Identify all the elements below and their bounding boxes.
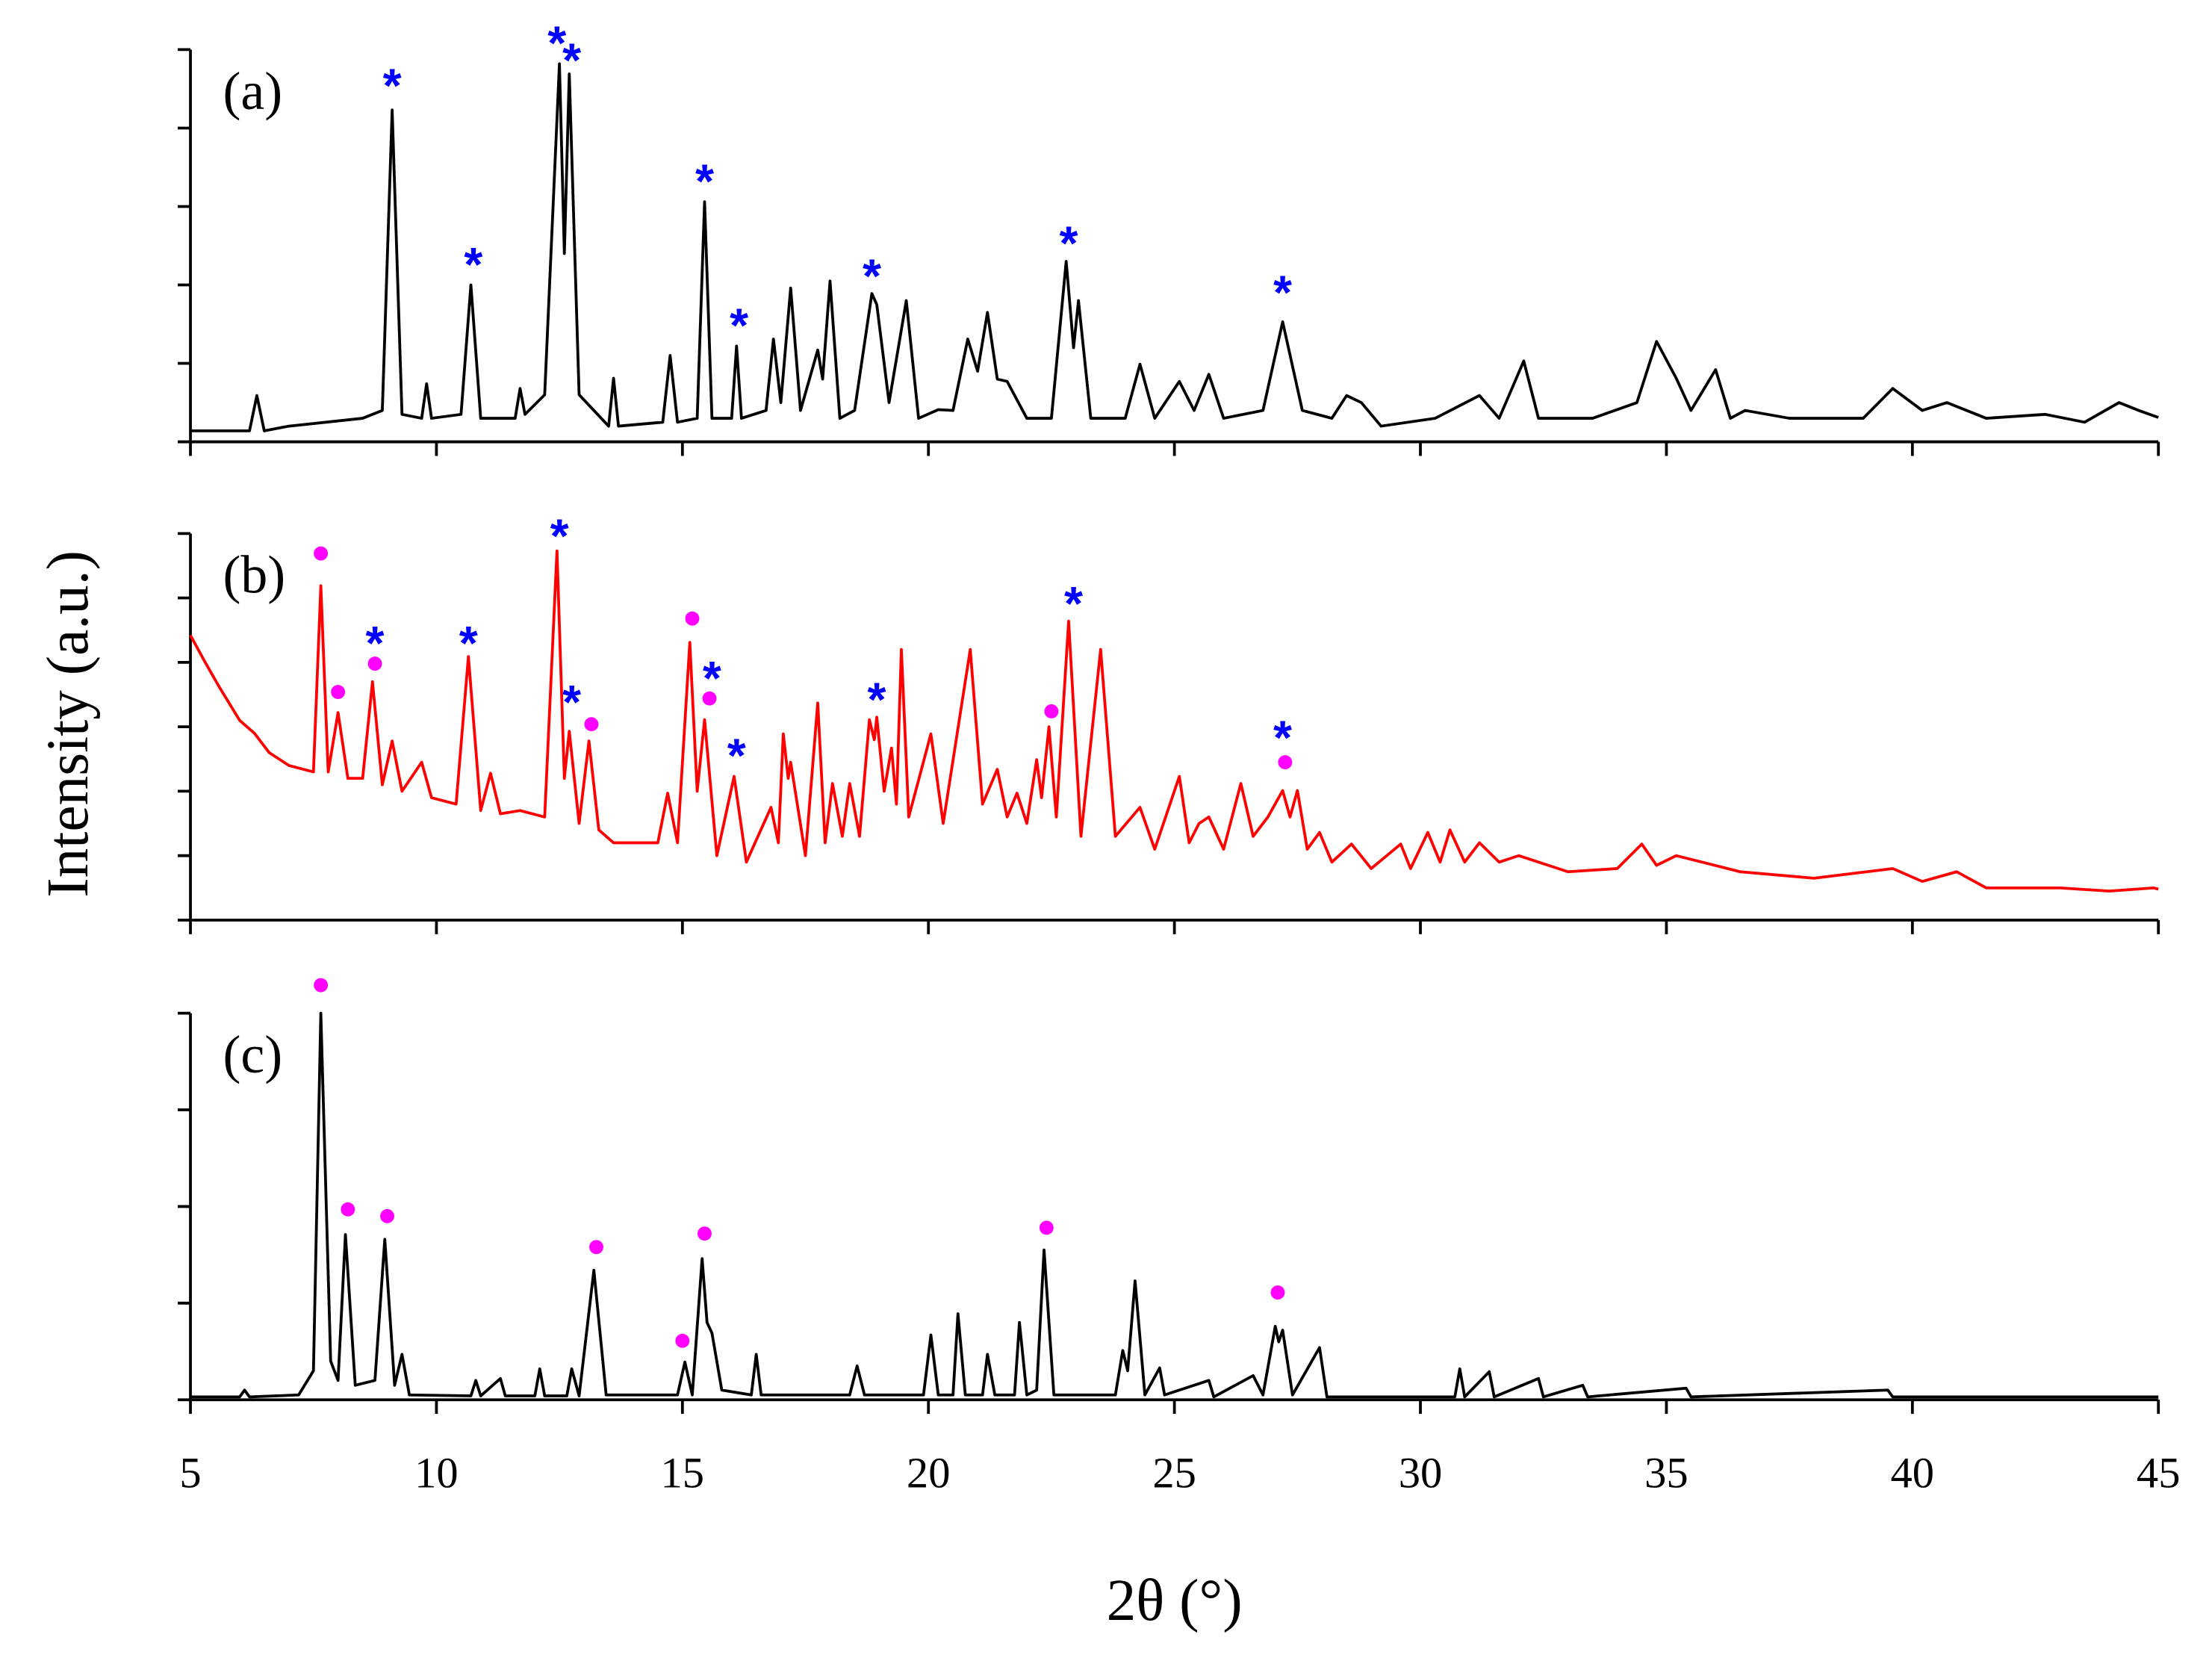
x-axis-title: 2θ (°) bbox=[1107, 1568, 1243, 1633]
dot-marker bbox=[1278, 755, 1293, 770]
dot-marker bbox=[380, 1208, 394, 1223]
dot-marker bbox=[1270, 1285, 1285, 1300]
dot-marker bbox=[698, 1226, 712, 1241]
star-marker: * bbox=[550, 509, 569, 563]
star-marker: * bbox=[868, 673, 886, 727]
star-marker: * bbox=[1059, 216, 1078, 270]
x-tick-label: 25 bbox=[1152, 1448, 1196, 1497]
star-marker: * bbox=[562, 34, 581, 87]
panel-label: (c) bbox=[223, 1025, 282, 1084]
x-tick-label: 20 bbox=[907, 1448, 951, 1497]
star-marker: * bbox=[547, 16, 566, 70]
x-tick-label: 15 bbox=[661, 1448, 705, 1497]
panel-label: (a) bbox=[223, 61, 282, 121]
xrd-pattern bbox=[189, 549, 2159, 893]
xrd-pattern bbox=[190, 1011, 2159, 1399]
dot-marker bbox=[341, 1202, 355, 1217]
panel-label: (b) bbox=[223, 545, 285, 605]
dot-marker bbox=[584, 717, 599, 732]
x-tick-label: 35 bbox=[1644, 1448, 1688, 1497]
star-marker: * bbox=[727, 729, 746, 783]
dot-marker bbox=[1039, 1220, 1054, 1235]
dot-marker bbox=[589, 1240, 603, 1255]
star-marker: * bbox=[562, 675, 581, 729]
dot-marker bbox=[314, 546, 329, 561]
star-marker: * bbox=[863, 249, 881, 303]
xrd-pattern bbox=[190, 62, 2159, 432]
y-axis-title: Intensity (a.u.) bbox=[35, 550, 101, 898]
dot-marker bbox=[367, 656, 382, 671]
x-tick-label: 45 bbox=[2137, 1448, 2181, 1497]
x-tick-label: 40 bbox=[1891, 1448, 1935, 1497]
star-marker: * bbox=[459, 616, 478, 670]
star-marker: * bbox=[1273, 711, 1292, 765]
x-tick-label: 5 bbox=[179, 1448, 201, 1497]
dot-marker bbox=[685, 611, 700, 626]
star-marker: * bbox=[1273, 266, 1292, 320]
dot-marker bbox=[331, 685, 346, 700]
x-tick-label: 30 bbox=[1399, 1448, 1443, 1497]
x-tick-label: 10 bbox=[414, 1448, 459, 1497]
dot-marker bbox=[1044, 704, 1059, 718]
star-marker: * bbox=[383, 58, 402, 112]
dot-marker bbox=[675, 1333, 690, 1348]
star-marker: * bbox=[695, 154, 714, 208]
star-marker: * bbox=[464, 237, 482, 291]
dot-marker bbox=[314, 978, 329, 993]
star-marker: * bbox=[730, 299, 748, 353]
star-marker: * bbox=[1064, 577, 1083, 630]
dot-marker bbox=[702, 691, 717, 706]
